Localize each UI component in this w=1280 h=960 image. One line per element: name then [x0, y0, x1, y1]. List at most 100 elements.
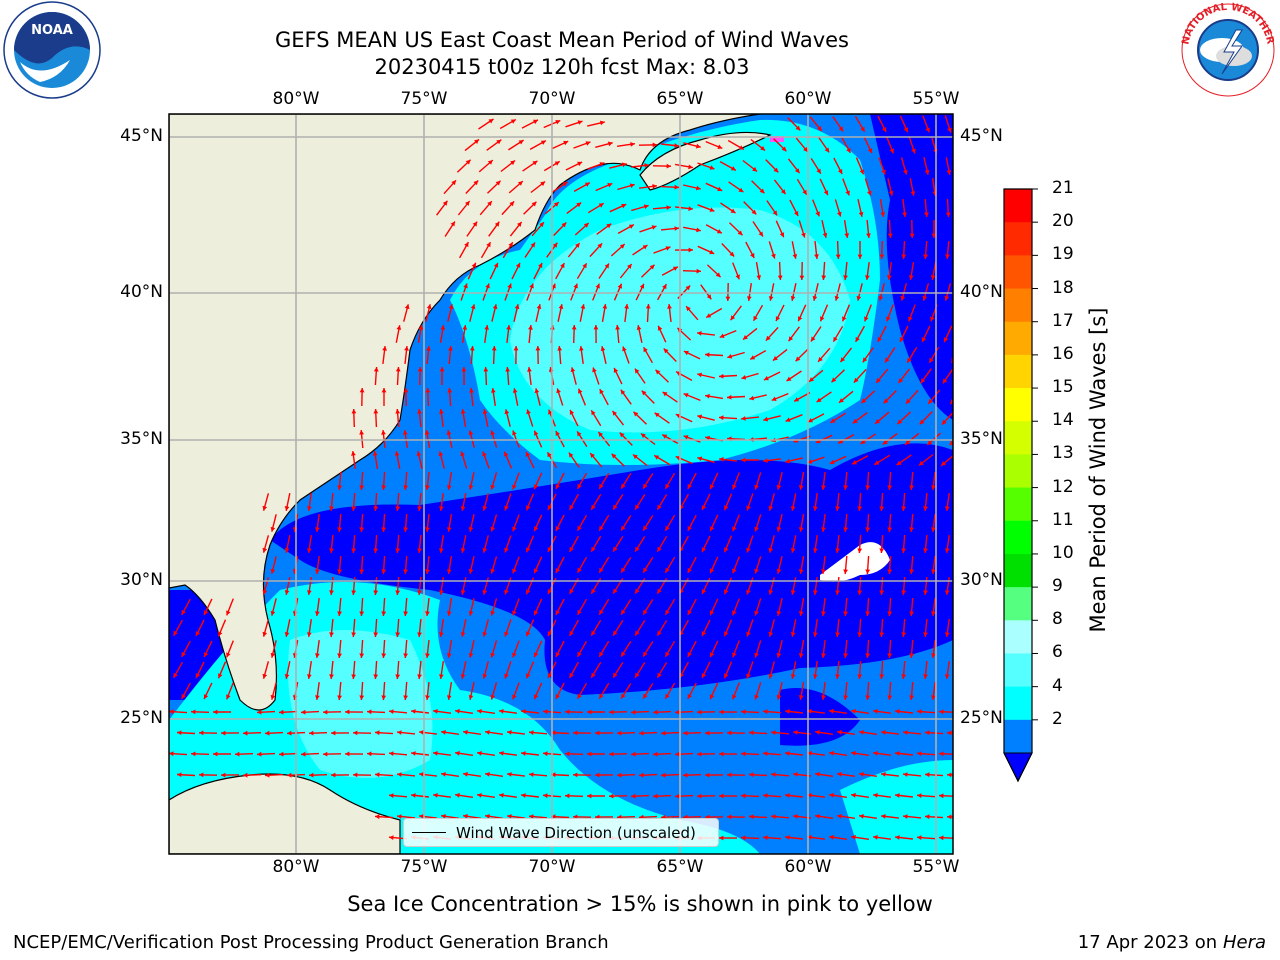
- colorbar-segment: [1004, 388, 1032, 422]
- wave-direction-arrow: [814, 772, 834, 777]
- wave-direction-arrow: [765, 159, 779, 173]
- wave-direction-arrow: [843, 513, 848, 533]
- wave-direction-arrow: [746, 661, 754, 679]
- wave-direction-arrow: [776, 598, 783, 616]
- wave-direction-arrow: [850, 834, 870, 840]
- wave-direction-arrow: [746, 493, 754, 511]
- wave-direction-arrow: [425, 598, 430, 616]
- wave-direction-arrow: [447, 304, 454, 322]
- colorbar-segment: [1004, 487, 1032, 522]
- wave-direction-arrow: [373, 534, 379, 554]
- wave-direction-arrow: [770, 730, 790, 735]
- wave-direction-arrow: [482, 283, 490, 301]
- wave-direction-arrow: [924, 198, 929, 218]
- map-legend: Wind Wave Direction (unscaled): [403, 818, 719, 847]
- nws-logo: NATIONAL WEATHER SERVICE: [1178, 0, 1276, 97]
- wave-direction-arrow: [484, 730, 504, 735]
- wave-direction-arrow: [609, 162, 627, 169]
- wave-direction-arrow: [835, 534, 840, 554]
- colorbar-segment: [1004, 553, 1032, 588]
- wave-direction-arrow: [525, 619, 535, 637]
- wave-direction-arrow: [865, 471, 871, 491]
- wave-direction-arrow: [220, 730, 240, 736]
- wave-direction-arrow: [597, 431, 611, 447]
- colorbar-label: Mean Period of Wind Waves [s]: [1086, 307, 1110, 633]
- wave-direction-arrow: [931, 514, 936, 532]
- wave-direction-arrow: [490, 556, 498, 574]
- colorbar-tick-label: 9: [1052, 576, 1063, 597]
- wave-direction-arrow: [446, 681, 453, 701]
- wave-direction-arrow: [770, 772, 790, 777]
- wave-direction-arrow: [926, 432, 942, 446]
- wave-direction-arrow: [488, 221, 500, 237]
- wave-direction-arrow: [457, 200, 471, 216]
- colorbar-segment: [1004, 222, 1032, 256]
- wave-direction-arrow: [460, 408, 467, 428]
- wave-direction-arrow: [172, 661, 184, 679]
- wave-direction-arrow: [568, 661, 580, 679]
- wave-direction-arrow: [857, 660, 863, 680]
- wave-direction-arrow: [403, 429, 408, 449]
- wave-direction-arrow: [590, 493, 602, 511]
- wave-direction-arrow: [359, 681, 365, 701]
- wave-direction-arrow: [945, 157, 952, 175]
- wave-direction-arrow: [458, 241, 470, 259]
- wave-direction-arrow: [923, 157, 930, 175]
- wave-direction-arrow: [425, 304, 432, 322]
- wave-direction-arrow: [721, 243, 735, 257]
- wave-direction-arrow: [897, 368, 911, 384]
- wave-direction-arrow: [464, 138, 480, 152]
- wave-direction-arrow: [865, 639, 871, 659]
- wave-direction-arrow: [875, 368, 889, 384]
- wave-direction-arrow: [709, 556, 719, 574]
- wave-direction-arrow: [771, 392, 789, 402]
- wave-direction-arrow: [351, 492, 356, 512]
- colorbar-tick-label: 12: [1052, 476, 1074, 497]
- wave-direction-arrow: [527, 367, 532, 385]
- lon-tick-bottom: 75°W: [400, 857, 448, 877]
- wave-direction-arrow: [181, 598, 191, 616]
- wave-direction-arrow: [500, 159, 516, 173]
- wave-direction-arrow: [664, 598, 676, 616]
- wave-direction-arrow: [705, 307, 723, 319]
- wave-direction-arrow: [482, 661, 489, 679]
- wave-direction-arrow: [529, 139, 547, 151]
- wave-direction-arrow: [720, 202, 736, 214]
- lat-tick-left: 25°N: [120, 708, 163, 728]
- wave-direction-arrow: [763, 458, 781, 463]
- legend-label: Wind Wave Direction (unscaled): [456, 823, 696, 842]
- wave-direction-arrow: [727, 139, 745, 151]
- wave-direction-arrow: [877, 325, 887, 343]
- wave-direction-arrow: [573, 181, 591, 193]
- wave-direction-arrow: [685, 305, 699, 321]
- wave-direction-arrow: [924, 772, 944, 778]
- wave-direction-arrow: [256, 709, 276, 715]
- wave-direction-arrow: [373, 618, 379, 638]
- wave-direction-arrow: [403, 639, 408, 659]
- wave-direction-arrow: [512, 640, 520, 658]
- wave-direction-arrow: [633, 411, 647, 425]
- wave-direction-arrow: [593, 324, 599, 344]
- wave-direction-arrow: [790, 283, 797, 301]
- wave-direction-arrow: [620, 473, 632, 489]
- wave-direction-arrow: [852, 412, 868, 424]
- wave-direction-arrow: [262, 661, 270, 679]
- wave-direction-arrow: [858, 772, 878, 777]
- wave-direction-arrow: [598, 598, 610, 616]
- wave-direction-arrow: [741, 372, 759, 380]
- wave-direction-arrow: [879, 198, 886, 218]
- wave-direction-arrow: [373, 660, 379, 680]
- wave-direction-arrow: [315, 640, 320, 658]
- wave-direction-arrow: [599, 388, 609, 406]
- wave-direction-arrow: [660, 226, 680, 231]
- wave-direction-arrow: [181, 682, 191, 700]
- wave-direction-arrow: [351, 451, 356, 469]
- wave-direction-arrow: [909, 681, 914, 701]
- wave-direction-arrow: [835, 660, 840, 680]
- wave-direction-arrow: [709, 640, 719, 658]
- wave-direction-arrow: [417, 534, 422, 554]
- wave-direction-arrow: [270, 514, 277, 532]
- wave-direction-arrow: [446, 471, 453, 491]
- wave-direction-arrow: [807, 413, 825, 423]
- wave-direction-arrow: [425, 472, 430, 490]
